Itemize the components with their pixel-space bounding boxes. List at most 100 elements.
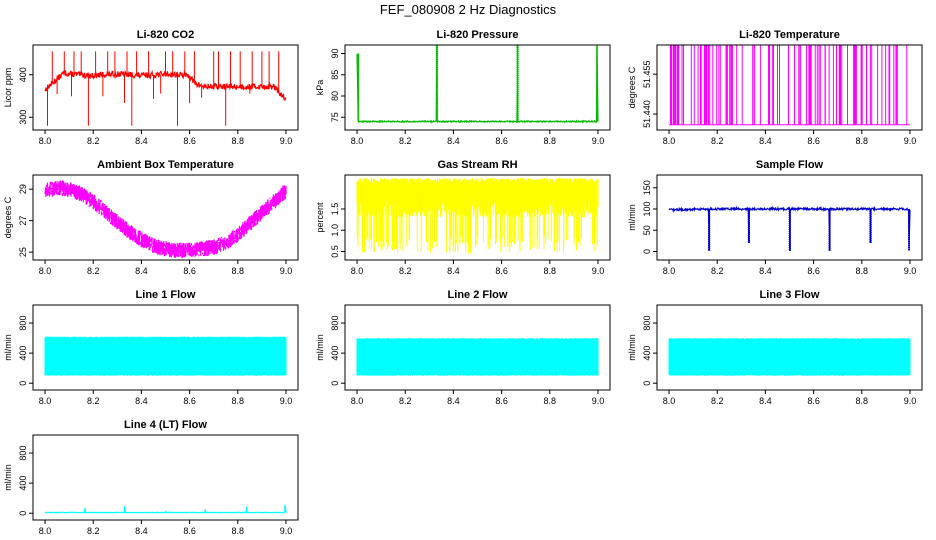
x-tick-label: 8.6: [495, 266, 508, 276]
y-tick-label: 85: [330, 70, 340, 80]
data-line: [44, 70, 287, 101]
y-axis-label: Licor ppm: [3, 68, 13, 108]
x-tick-label: 8.4: [759, 266, 772, 276]
plot-frame: [32, 434, 299, 521]
chart-panel: Li-820 Temperature degrees C 8.0 8.2 8.4 8.6 8…: [627, 29, 923, 146]
y-tick-label: 300: [18, 110, 28, 125]
x-tick-label: 8.0: [663, 396, 676, 406]
x-tick-label: 8.0: [39, 526, 52, 536]
x-tick-label: 8.4: [447, 266, 460, 276]
y-tick-label: 400: [18, 346, 28, 361]
x-tick-label: 8.8: [856, 396, 869, 406]
y-tick-label: 1.5: [330, 203, 340, 216]
y-tick-label: 400: [18, 476, 28, 491]
y-tick-label: 400: [330, 346, 340, 361]
data-line: [356, 178, 599, 254]
y-tick-label: 51.440: [642, 100, 652, 128]
x-tick-label: 8.2: [399, 266, 412, 276]
x-tick-label: 9.0: [280, 526, 293, 536]
chart-panel: Line 1 Flow ml/min 8.0 8.2 8.4 8.6 8.8 9.0 0 400 8…: [3, 289, 299, 406]
x-tick-label: 8.2: [711, 396, 724, 406]
x-tick-label: 9.0: [592, 136, 605, 146]
x-tick-label: 8.6: [183, 136, 196, 146]
chart-panel: Li-820 CO2 Licor ppm 8.0 8.2 8.4 8.6 8.8 9.0 300…: [3, 29, 299, 146]
x-tick-label: 8.6: [495, 136, 508, 146]
x-tick-label: 9.0: [592, 266, 605, 276]
chart-panel: Gas Stream RH percent 8.0 8.2 8.4 8.6 8.8 9.0 0.…: [315, 159, 611, 276]
y-axis-label: ml/min: [3, 464, 13, 491]
y-tick-label: 0: [18, 381, 28, 386]
x-tick-label: 8.8: [544, 266, 557, 276]
y-axis-label: kPa: [315, 80, 325, 96]
x-tick-label: 8.6: [183, 526, 196, 536]
data-layer: [668, 205, 911, 251]
chart-panel: Ambient Box Temperature degrees C 8.0 8.2 8.…: [3, 159, 299, 276]
x-tick-label: 9.0: [280, 136, 293, 146]
y-tick-label: 800: [330, 316, 340, 331]
x-tick-label: 9.0: [904, 396, 917, 406]
x-tick-label: 8.4: [447, 136, 460, 146]
chart-title: Line 2 Flow: [448, 289, 508, 301]
data-layer: [44, 336, 287, 376]
x-tick-label: 8.0: [39, 136, 52, 146]
plot-frame: [656, 304, 923, 391]
x-tick-label: 8.6: [807, 396, 820, 406]
y-tick-label: 400: [642, 346, 652, 361]
x-tick-label: 8.8: [856, 266, 869, 276]
y-axis-label: ml/min: [315, 334, 325, 361]
x-tick-label: 8.2: [711, 266, 724, 276]
data-band: [356, 338, 599, 376]
x-tick-label: 8.0: [663, 266, 676, 276]
data-layer: [356, 178, 599, 254]
chart-panel: Line 2 Flow ml/min 8.0 8.2 8.4 8.6 8.8 9.0 0 400 8…: [315, 289, 611, 406]
chart-title: Line 3 Flow: [760, 289, 820, 301]
figure-title: FEF_080908 2 Hz Diagnostics: [380, 2, 557, 17]
x-tick-label: 8.0: [663, 136, 676, 146]
x-tick-label: 8.8: [544, 136, 557, 146]
x-tick-label: 8.0: [351, 266, 364, 276]
x-tick-label: 9.0: [280, 266, 293, 276]
x-tick-label: 8.8: [544, 396, 557, 406]
chart-panel: Line 4 (LT) Flow ml/min 8.0 8.2 8.4 8.6 8.8 9.0…: [3, 419, 299, 536]
x-tick-label: 8.6: [807, 266, 820, 276]
chart-title: Li-820 CO2: [137, 29, 194, 41]
data-line: [44, 180, 287, 259]
y-tick-label: 29: [18, 184, 28, 194]
chart-title: Sample Flow: [756, 159, 824, 171]
y-tick-label: 75: [330, 112, 340, 122]
chart-panel: Sample Flow ml/min 8.0 8.2 8.4 8.6 8.8 9.0 0 50 10…: [627, 159, 923, 276]
data-layer: [356, 45, 599, 124]
x-tick-label: 8.0: [39, 396, 52, 406]
x-tick-label: 9.0: [904, 266, 917, 276]
data-line: [356, 45, 599, 124]
panels: Li-820 CO2 Licor ppm 8.0 8.2 8.4 8.6 8.8 9.0 300…: [3, 29, 923, 536]
y-tick-label: 800: [18, 446, 28, 461]
y-axis-label: ml/min: [627, 204, 637, 231]
chart-title: Line 4 (LT) Flow: [124, 419, 207, 431]
plot-frame: [656, 44, 923, 131]
chart-title: Line 1 Flow: [136, 289, 196, 301]
x-tick-label: 8.0: [39, 266, 52, 276]
chart-title: Gas Stream RH: [437, 159, 517, 171]
x-tick-label: 8.8: [856, 136, 869, 146]
data-spikes: [47, 51, 284, 126]
y-tick-label: 800: [18, 316, 28, 331]
x-tick-label: 9.0: [904, 136, 917, 146]
x-tick-label: 8.4: [759, 136, 772, 146]
y-tick-label: 25: [18, 247, 28, 257]
x-tick-label: 8.6: [807, 136, 820, 146]
y-axis-label: percent: [315, 202, 325, 233]
plot-frame: [32, 44, 299, 131]
data-line: [44, 504, 287, 514]
y-tick-label: 50: [642, 225, 652, 235]
plot-frame: [656, 174, 923, 261]
x-tick-label: 8.8: [232, 136, 245, 146]
x-tick-label: 8.2: [87, 526, 100, 536]
y-tick-label: 400: [18, 67, 28, 82]
x-tick-label: 8.0: [351, 136, 364, 146]
x-tick-label: 9.0: [592, 396, 605, 406]
data-layer: [669, 45, 910, 126]
x-tick-label: 8.4: [135, 526, 148, 536]
y-tick-label: 0: [642, 381, 652, 386]
